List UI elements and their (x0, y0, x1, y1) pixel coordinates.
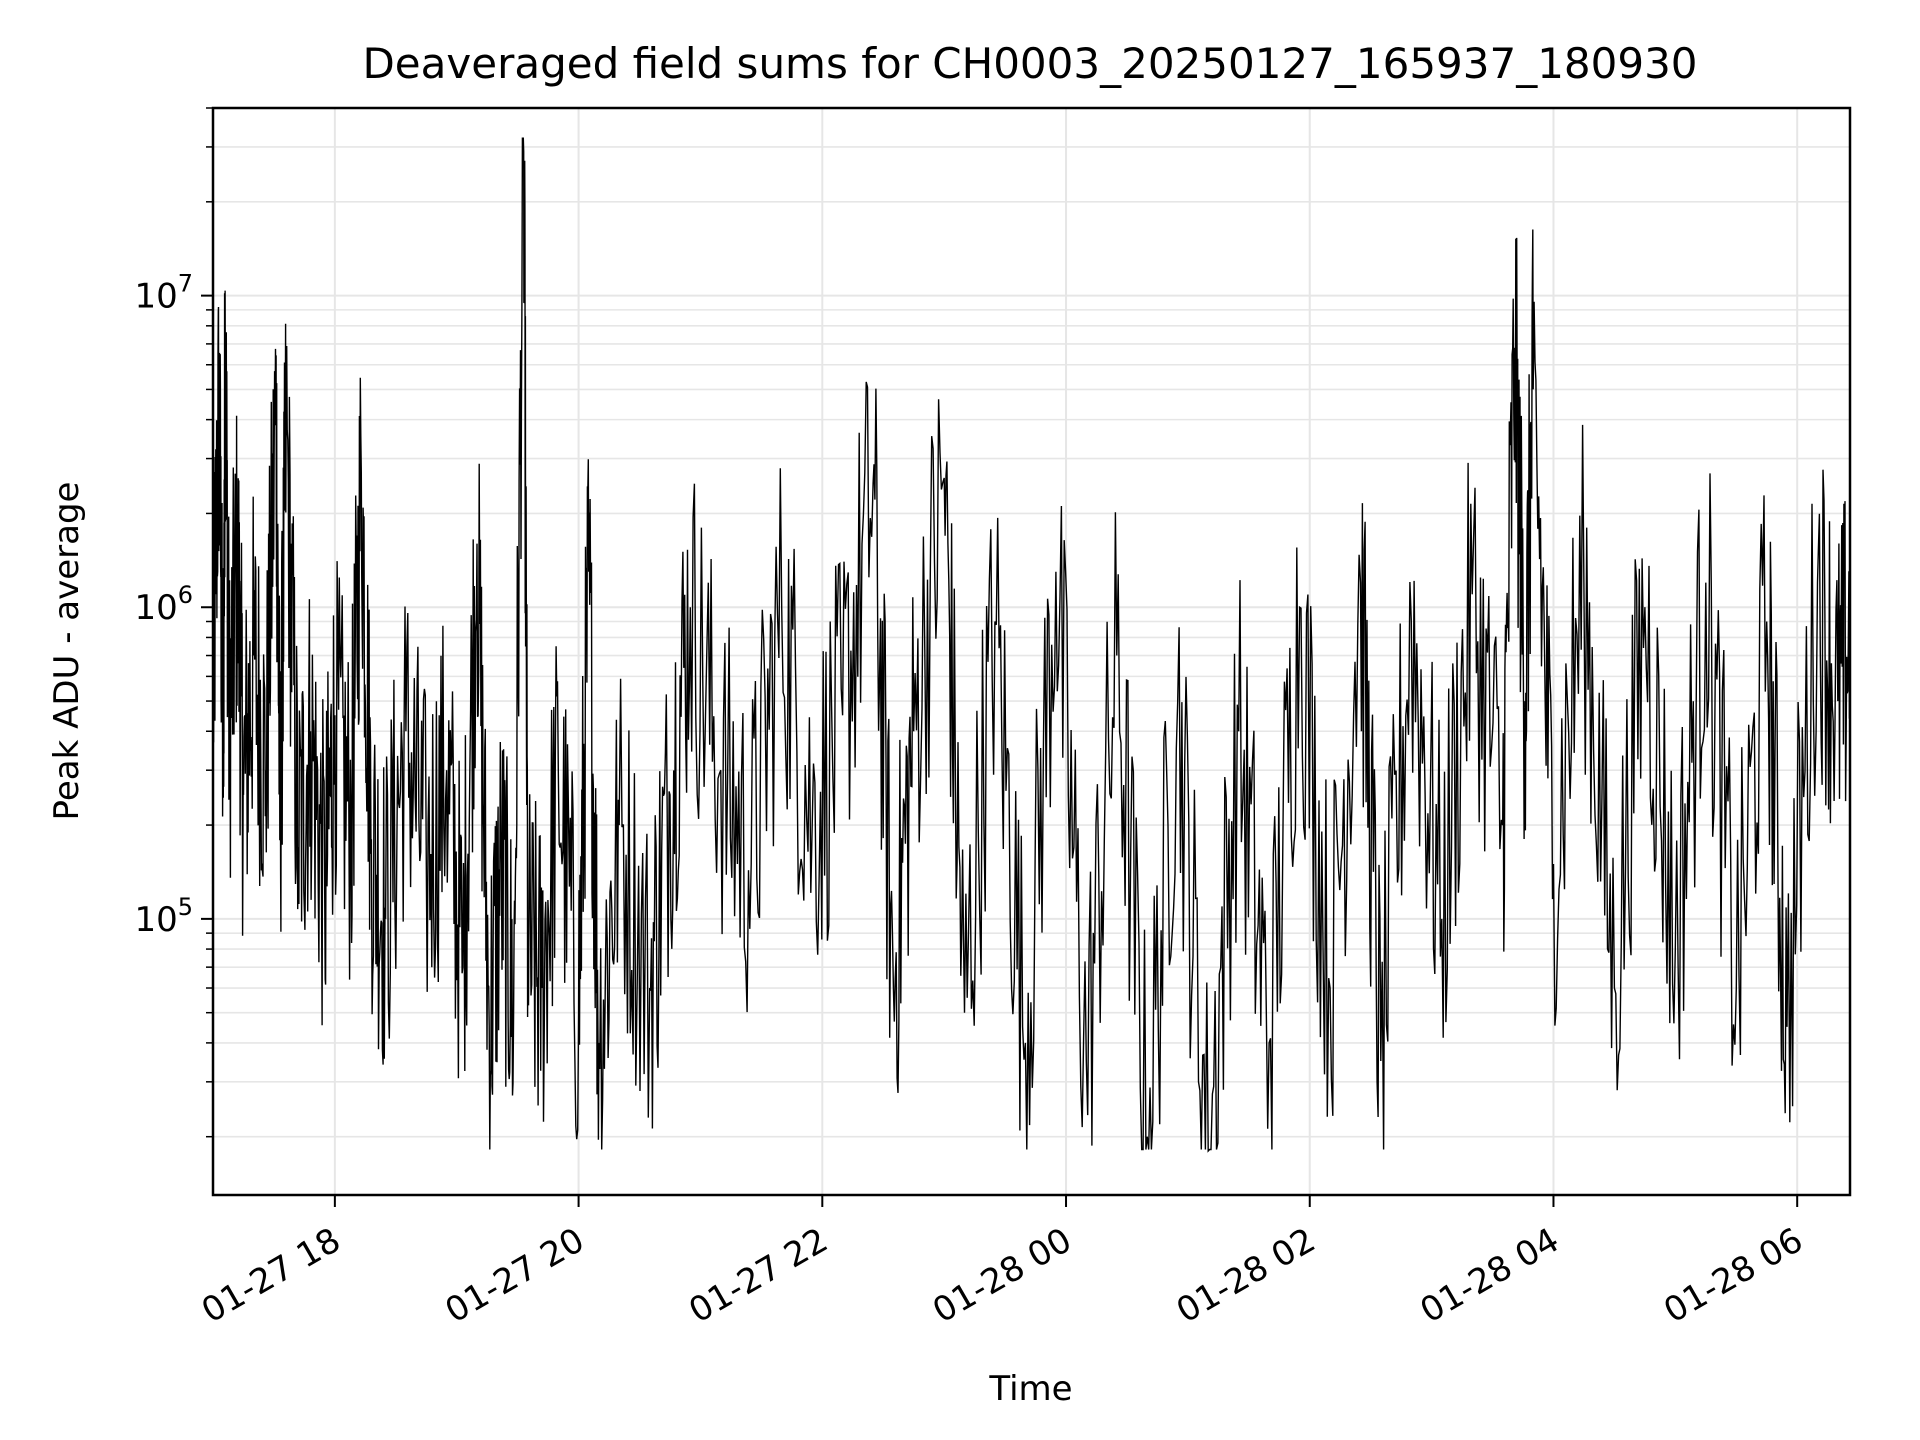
y-tick-label: 106 (134, 581, 193, 628)
x-tick-label: 01-28 00 (926, 1220, 1078, 1331)
x-tick-label: 01-27 18 (195, 1220, 347, 1331)
x-tick-label: 01-28 04 (1414, 1220, 1566, 1331)
chart-title: Deaveraged field sums for CH0003_2025012… (362, 39, 1697, 88)
x-tick-label: 01-27 20 (439, 1220, 591, 1331)
plot-frame (211, 106, 1852, 1197)
y-axis: 105 106 107 (134, 107, 213, 1138)
y-axis-label: Peak ADU - average (47, 482, 87, 821)
x-tick-label: 01-28 06 (1657, 1220, 1809, 1331)
series-line (212, 137, 1851, 1153)
x-tick-label: 01-28 02 (1170, 1220, 1322, 1331)
series-lines (212, 137, 1851, 1153)
x-tick-label: 01-27 22 (682, 1220, 834, 1331)
y-tick-label: 105 (134, 893, 193, 940)
y-tick-label: 107 (134, 270, 193, 317)
x-axis-label: Time (988, 1369, 1072, 1409)
x-axis: 01-27 18 01-27 20 01-27 22 01-28 00 01-28 02… (195, 1195, 1810, 1331)
